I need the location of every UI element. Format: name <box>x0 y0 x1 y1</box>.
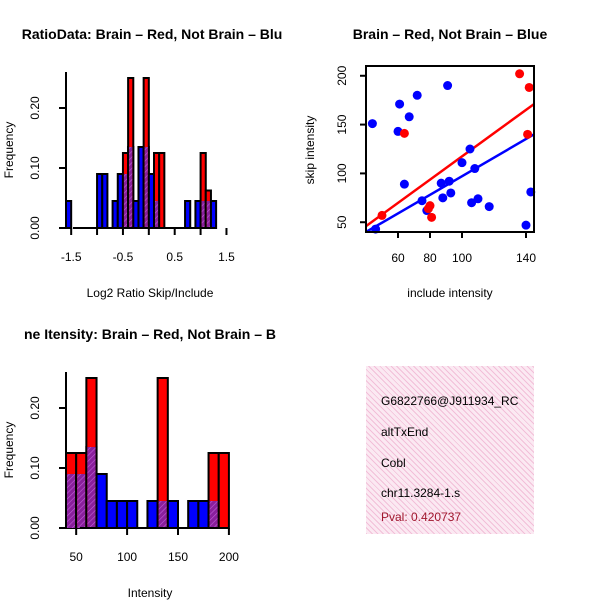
x-tick-label: 80 <box>423 251 437 265</box>
x-tick-label: 50 <box>70 550 84 564</box>
gene-name: Cobl <box>381 456 406 470</box>
x-tick-label: 150 <box>168 550 188 564</box>
ratio-histogram-title: RatioData: Brain – Red, Not Brain – Blu <box>22 26 283 42</box>
overlap-bar <box>123 174 128 228</box>
y-tick-label: 0.20 <box>28 96 42 120</box>
intensity-histogram: ne Itensity: Brain – Red, Not Brain – B … <box>2 326 276 600</box>
not-brain-bar <box>187 500 200 529</box>
ratio-x-label: Log2 Ratio Skip/Include <box>87 286 214 300</box>
y-tick-label: 0.00 <box>28 516 42 540</box>
overlap-bar <box>144 147 148 228</box>
y-tick-label: 100 <box>335 163 349 183</box>
x-tick-label: 100 <box>117 550 137 564</box>
not-brain-point <box>457 158 467 168</box>
overlap-bar <box>206 201 210 228</box>
overlap-bar <box>158 501 167 528</box>
not-brain-point <box>473 194 483 204</box>
ratio-histogram: RatioData: Brain – Red, Not Brain – Blu … <box>2 26 282 300</box>
not-brain-bar <box>105 500 118 529</box>
overlap-bar <box>155 201 159 228</box>
event-id: G6822766@J911934_RC <box>381 394 519 408</box>
brain-fit-line <box>366 103 534 228</box>
not-brain-bar <box>146 500 159 529</box>
x-tick-label: 1.5 <box>218 250 235 264</box>
brain-point <box>425 201 435 211</box>
event-info-panel: G6822766@J911934_RC altTxEnd Cobl chr11.… <box>366 366 534 534</box>
p-value: Pval: 0.420737 <box>381 510 462 524</box>
ratio-y-label: Frequency <box>2 122 16 179</box>
y-tick-label: 200 <box>335 65 349 85</box>
event-type: altTxEnd <box>381 425 429 439</box>
scatter-plot-box <box>365 65 535 233</box>
x-tick-label: 0.5 <box>166 250 183 264</box>
brain-point <box>427 212 437 222</box>
brain-bar <box>217 452 230 529</box>
brain-point <box>399 128 409 138</box>
overlap-bar <box>129 147 133 228</box>
scatter-y-label: skip intensity <box>303 116 317 185</box>
not-brain-bar <box>197 500 210 529</box>
not-brain-bar <box>184 200 192 229</box>
not-brain-bar <box>101 173 109 229</box>
intensity-y-label: Frequency <box>2 422 16 479</box>
not-brain-bar <box>115 500 129 529</box>
not-brain-point <box>417 196 427 206</box>
y-tick-label: 150 <box>335 114 349 134</box>
not-brain-point <box>367 119 377 129</box>
x-tick-label: 140 <box>516 251 536 265</box>
not-brain-point <box>395 99 405 109</box>
not-brain-bar <box>209 200 218 229</box>
intensity-x-label: Intensity <box>128 586 173 600</box>
x-tick-label: -1.5 <box>61 250 82 264</box>
not-brain-point <box>465 144 475 154</box>
brain-point <box>524 82 534 92</box>
overlap-bar <box>67 474 76 528</box>
not-brain-point <box>412 90 422 100</box>
y-tick-label: 0.10 <box>28 456 42 480</box>
x-tick-label: 100 <box>452 251 472 265</box>
overlap-bar <box>77 474 86 528</box>
genomic-location: chr11.3284-1.s <box>381 486 461 500</box>
not-brain-point <box>404 112 414 122</box>
overlap-bar <box>87 447 96 528</box>
y-tick-label: 0.00 <box>28 216 42 240</box>
not-brain-bar <box>126 500 139 529</box>
brain-point <box>515 69 525 79</box>
y-tick-label: 0.20 <box>28 396 42 420</box>
scatter-x-label: include intensity <box>407 286 492 300</box>
not-brain-point <box>436 178 446 188</box>
x-tick-label: 60 <box>391 251 405 265</box>
scatter-title: Brain – Red, Not Brain – Blue <box>353 26 548 42</box>
not-brain-point <box>444 176 454 186</box>
intensity-scatter: Brain – Red, Not Brain – Blue 60 80 100 140… <box>303 26 547 300</box>
not-brain-point <box>443 81 453 91</box>
x-tick-label: 200 <box>219 550 239 564</box>
overlap-bar <box>209 501 218 528</box>
not-brain-point <box>446 188 456 198</box>
not-brain-point <box>399 179 409 189</box>
not-brain-point <box>484 202 494 212</box>
brain-point <box>523 129 533 139</box>
intensity-histogram-title: ne Itensity: Brain – Red, Not Brain – B <box>24 326 276 342</box>
not-brain-point <box>470 164 480 174</box>
brain-bar <box>158 152 166 229</box>
not-brain-point <box>521 220 531 230</box>
y-tick-label: 0.10 <box>28 156 42 180</box>
x-tick-label: -0.5 <box>113 250 134 264</box>
y-tick-label: 50 <box>335 215 349 229</box>
brain-point <box>377 210 387 220</box>
overlap-bar <box>201 201 205 228</box>
not-brain-point <box>438 193 448 203</box>
not-brain-bar <box>166 500 179 529</box>
not-brain-bar <box>95 473 108 529</box>
